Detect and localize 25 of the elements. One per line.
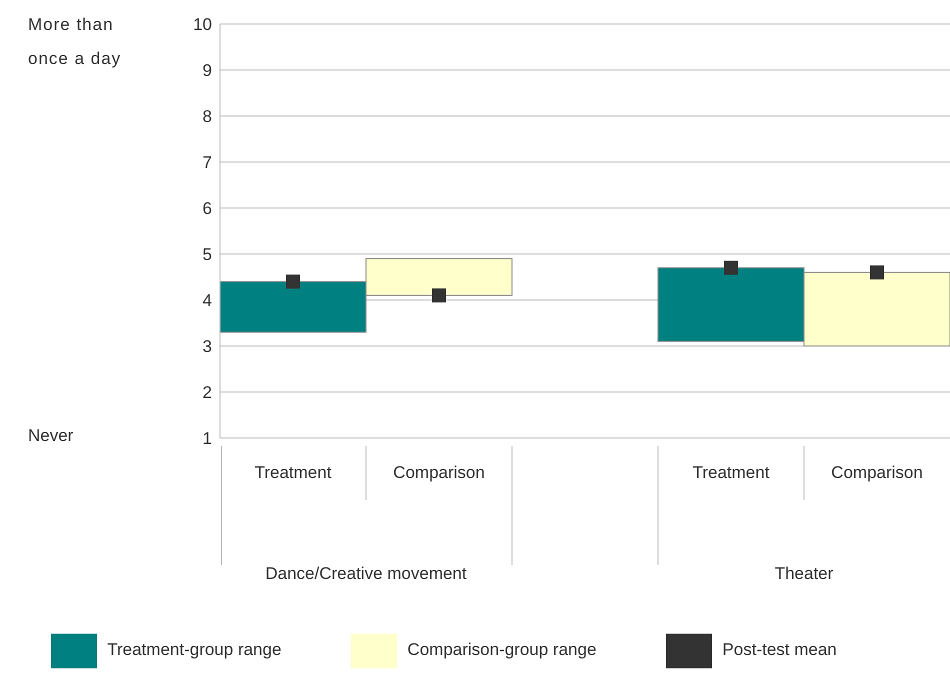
legend-label: Post-test mean (722, 640, 837, 660)
y-tick-label: 3 (202, 337, 212, 356)
y-tick-label: 7 (202, 153, 212, 172)
y-tick-label: 9 (202, 61, 212, 80)
y-tick-label: 6 (202, 199, 212, 218)
point (724, 260, 738, 275)
point (286, 274, 300, 289)
point (432, 288, 446, 302)
x-tick-label: Comparison (393, 463, 485, 482)
x-tick-label: Treatment (692, 463, 770, 482)
y-tick-label: 10 (193, 15, 212, 34)
point (870, 265, 884, 280)
x-tick-label: Treatment (254, 463, 332, 482)
x-tick-label: Comparison (831, 463, 923, 482)
y-tick-label: 8 (202, 107, 212, 126)
text: More than once a day (28, 14, 122, 70)
text: Never (28, 426, 74, 446)
y-tick-label: 4 (202, 291, 212, 310)
legend-label: Treatment-group range (107, 640, 282, 660)
y-tick-label: 5 (202, 245, 212, 264)
text: Theater (774, 564, 834, 583)
y-tick-label: 1 (202, 429, 212, 448)
text: Dance/Creative movement (265, 564, 467, 583)
legend-label: Comparison-group range (407, 640, 596, 660)
y-tick-label: 2 (202, 383, 212, 402)
